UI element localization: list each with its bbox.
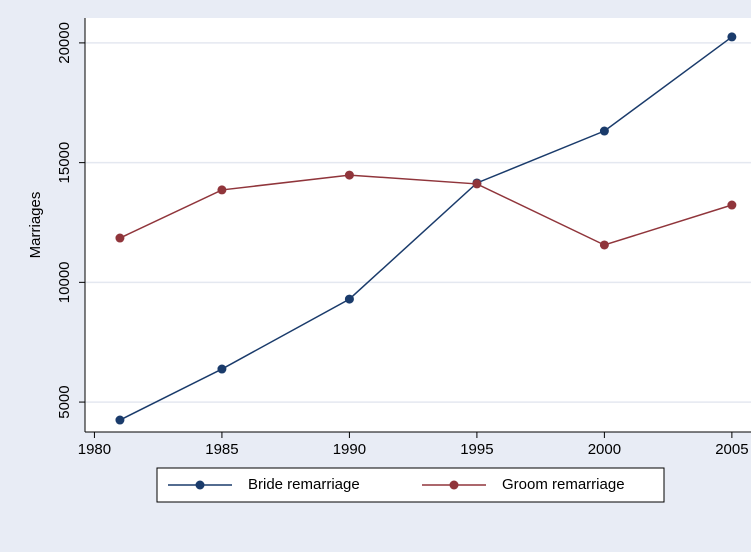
legend bbox=[156, 467, 665, 503]
y-axis-title: Marriages bbox=[27, 192, 44, 259]
legend-marker bbox=[195, 480, 205, 490]
plot-area bbox=[85, 18, 751, 432]
y-tick-label: 20000 bbox=[56, 22, 73, 64]
series-line bbox=[119, 36, 733, 421]
x-tick-label: 1985 bbox=[205, 441, 238, 458]
x-tick-label: 1995 bbox=[460, 441, 493, 458]
x-tick-label: 2000 bbox=[588, 441, 621, 458]
point bbox=[599, 240, 609, 250]
x-tick-label: 2005 bbox=[715, 441, 748, 458]
point bbox=[727, 32, 737, 42]
series-line bbox=[119, 174, 733, 246]
y-tick-label: 5000 bbox=[56, 385, 73, 418]
y-tick-label: 10000 bbox=[56, 261, 73, 303]
point bbox=[115, 233, 125, 243]
x-tick-label: 1980 bbox=[78, 441, 111, 458]
point bbox=[217, 364, 227, 374]
point bbox=[115, 415, 125, 425]
legend-label: Groom remarriage bbox=[502, 476, 625, 493]
point bbox=[472, 179, 482, 189]
point bbox=[344, 294, 354, 304]
point bbox=[727, 200, 737, 210]
point bbox=[344, 170, 354, 180]
point bbox=[599, 126, 609, 136]
legend-marker bbox=[449, 480, 459, 490]
y-tick-label: 15000 bbox=[56, 142, 73, 184]
point bbox=[217, 185, 227, 195]
legend-label: Bride remarriage bbox=[248, 476, 360, 493]
x-tick-label: 1990 bbox=[333, 441, 366, 458]
